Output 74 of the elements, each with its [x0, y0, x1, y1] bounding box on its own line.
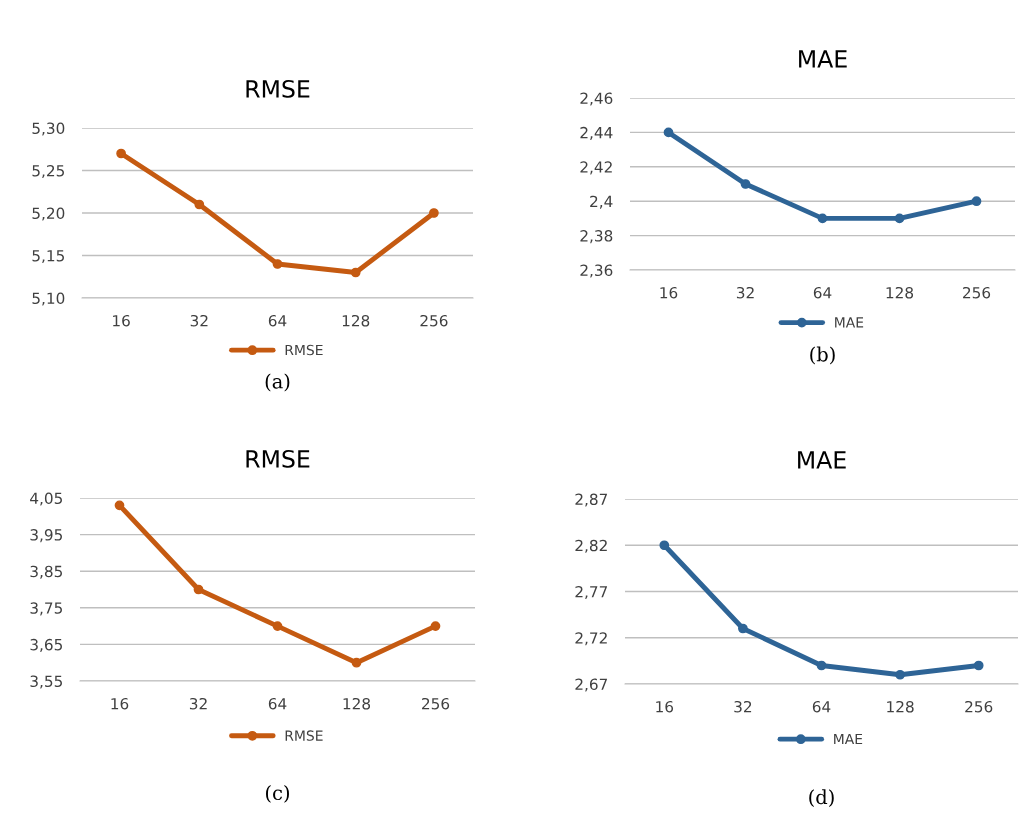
x-tick-label: 16 [660, 286, 678, 299]
y-tick-label: 3,55 [30, 675, 62, 689]
point [659, 540, 670, 551]
y-tick-label: 2,38 [580, 230, 613, 244]
x-tick-label: 128 [343, 697, 371, 710]
y-tick-label: 3,75 [30, 602, 62, 616]
legend-label: MAE [835, 317, 864, 328]
y-tick-label: 2,67 [575, 678, 608, 692]
point [351, 657, 362, 668]
y-tick-label: 2,46 [580, 92, 613, 106]
x-tick-label: 16 [113, 314, 130, 327]
legend-label: RMSE [285, 730, 323, 741]
y-tick-label: 2,42 [580, 161, 612, 175]
y-tick-label: 2,44 [580, 126, 613, 140]
x-tick-label: 64 [813, 286, 832, 299]
point [429, 208, 439, 218]
point [430, 621, 441, 631]
x-tick-label: 256 [965, 700, 993, 713]
y-tick-label: 2,82 [575, 539, 607, 553]
y-tick-label: 5,25 [32, 164, 64, 179]
point [971, 196, 982, 207]
y-tick-label: 2,36 [580, 264, 613, 278]
point [194, 199, 205, 210]
y-tick-label: 2,4 [590, 195, 613, 209]
x-tick-label: 64 [812, 700, 831, 713]
y-tick-label: 2,72 [575, 632, 607, 646]
x-tick-label: 32 [190, 314, 208, 327]
point [350, 267, 361, 278]
x-tick-label: 16 [111, 697, 129, 710]
x-tick-label: 32 [736, 286, 754, 299]
point [116, 148, 126, 159]
chart-title: RMSE [246, 79, 310, 98]
text: (d) [809, 789, 834, 808]
x-tick-label: 256 [420, 314, 448, 327]
y-tick-label: 4,05 [30, 492, 62, 506]
x-tick-label: 128 [342, 314, 370, 327]
text: (c) [266, 785, 289, 803]
x-tick-label: 256 [963, 286, 991, 299]
y-tick-label: 3,65 [30, 638, 62, 652]
x-tick-label: 32 [189, 697, 207, 710]
point [895, 669, 905, 680]
x-tick-label: 256 [422, 697, 450, 710]
y-tick-label: 5,30 [32, 122, 65, 136]
point [663, 127, 674, 138]
y-tick-label: 5,10 [32, 292, 65, 306]
y-tick-label: 5,15 [32, 250, 64, 264]
y-tick-label: 2,77 [575, 585, 608, 600]
x-tick-label: 128 [887, 700, 914, 713]
x-tick-label: 32 [734, 700, 752, 713]
legend-label: MAE [834, 733, 863, 745]
point [738, 623, 748, 634]
x-tick-label: 16 [656, 700, 674, 713]
legend-label: RMSE [285, 344, 323, 356]
point [894, 213, 905, 224]
point [817, 213, 828, 224]
point [740, 179, 751, 189]
x-tick-label: 128 [886, 286, 914, 299]
y-tick-label: 3,85 [30, 565, 62, 579]
text: (b) [810, 346, 835, 365]
point [973, 660, 984, 671]
chart-title: MAE [798, 451, 846, 469]
point [114, 500, 125, 511]
chart-title: RMSE [246, 449, 310, 468]
point [272, 259, 283, 269]
y-tick-label: 2,87 [575, 493, 608, 507]
point [816, 660, 827, 671]
x-tick-label: 64 [268, 697, 287, 710]
y-tick-label: 5,20 [32, 207, 65, 221]
y-tick-label: 3,95 [30, 529, 62, 543]
x-tick-label: 64 [268, 314, 287, 327]
chart-title: MAE [799, 50, 847, 68]
point [272, 621, 283, 631]
point [193, 584, 204, 595]
text: (a) [265, 373, 290, 392]
